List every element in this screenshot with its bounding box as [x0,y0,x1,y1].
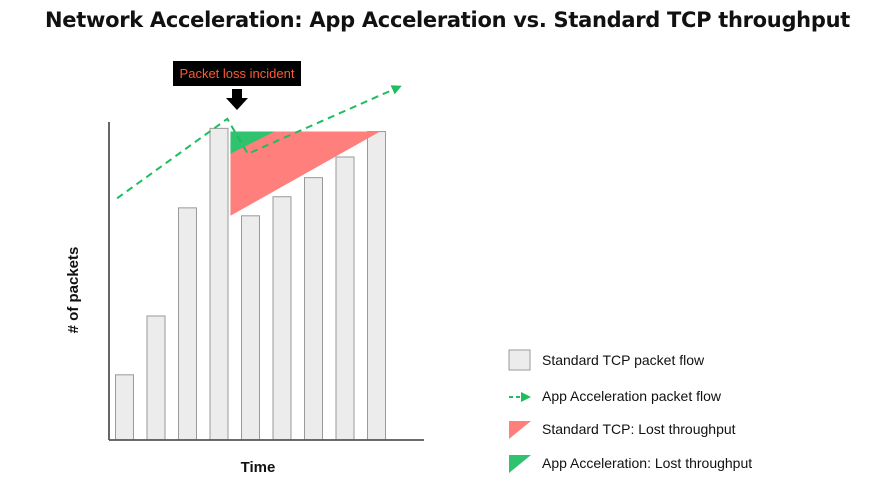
app-acceleration-line [116,85,402,200]
legend-label: App Acceleration: Lost throughput [542,455,753,471]
legend-label: App Acceleration packet flow [542,388,721,404]
red-triangle-icon [508,418,532,440]
chart-title: Network Acceleration: App Acceleration v… [45,8,850,32]
bar [178,207,197,441]
green-triangle-icon [508,452,532,474]
legend-item-standard-tcp: Standard TCP packet flow [508,348,704,372]
y-axis-label: # of packets [65,247,82,334]
legend-item-app-loss: App Acceleration: Lost throughput [508,451,752,475]
annotation-text: Packet loss incident [180,66,295,81]
legend-label: Standard TCP packet flow [542,352,705,368]
app-lost-throughput-region [230,131,275,154]
annotation-box [173,61,301,86]
x-axis-label: Time [241,459,276,476]
bar [335,156,355,441]
down-arrow-icon [226,89,248,110]
bar-swatch-icon [508,349,532,371]
dashed-arrow-icon [508,385,532,407]
packet-loss-annotation: Packet loss incident [173,61,301,110]
bar [209,127,229,441]
legend-item-app-acceleration: App Acceleration packet flow [508,384,721,408]
legend-item-standard-loss: Standard TCP: Lost throughput [508,417,736,441]
standard-lost-throughput-region [230,131,381,216]
bar [146,315,166,441]
bar [115,374,134,441]
bar [272,196,292,441]
bar [304,177,323,441]
bar [241,215,260,441]
legend-label: Standard TCP: Lost throughput [542,421,736,437]
bar [367,131,386,441]
